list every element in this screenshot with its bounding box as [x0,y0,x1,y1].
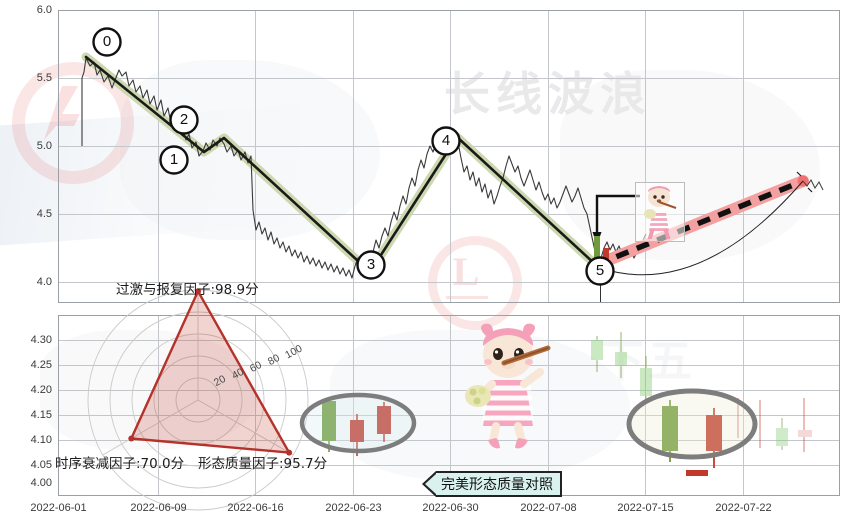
y-tick-upper: 4.5 [36,208,52,220]
factor-label-bottom-left: 时序衰减因子:70.0分 [55,456,185,472]
left-pattern-highlight [299,392,417,454]
candlestick-series [322,332,812,476]
wave-label-2: 2 [179,111,189,128]
y-tick-upper: 4.0 [36,276,52,288]
y-tick-lower: 4.15 [30,409,52,421]
upper-panel-grid [58,10,840,303]
lower-panel-grid [58,315,840,496]
wave-label-5: 5 [595,262,605,279]
x-tick-date: 2022-07-22 [715,502,772,514]
candle-right-2 [706,408,722,468]
y-tick-lower: 4.05 [30,459,52,471]
candle-right-flat [686,470,708,476]
candle-right-1 [662,400,678,462]
mascot-illustration [460,322,556,454]
factor-label-bottom-right: 形态质量因子:95.7分 [198,456,328,472]
y-tick-lower: 4.00 [30,477,52,489]
wave-label-3: 3 [366,256,376,273]
callout-arrow-inner [425,474,436,494]
forecast-line-group [590,171,813,271]
pattern-comparison-callout[interactable]: 完美形态质量对照 [422,471,562,497]
forecast-dashes [594,178,805,268]
mascot-small-icon [644,186,677,240]
candle-left-3 [377,402,391,442]
y-tick-upper: 5.0 [36,140,52,152]
candle-left-1 [322,398,336,452]
y-tick-upper: 6.0 [36,4,52,16]
pattern-quality-radar [87,288,309,511]
wave-point-markers [92,27,615,286]
candle-faded-right [737,398,812,452]
wave-label-0: 0 [102,33,112,50]
right-pattern-highlight [626,388,758,460]
x-tick-date: 2022-06-09 [130,502,187,514]
callout-label: 完美形态质量对照 [436,471,562,497]
wave-label-4: 4 [441,132,451,149]
wave-label-1: 1 [169,151,179,168]
x-tick-date: 2022-07-08 [520,502,577,514]
y-tick-upper: 5.5 [36,72,52,84]
wave5-pointer-bracket [595,194,640,232]
y-tick-lower: 4.30 [30,334,52,346]
forecast-support-arc [599,180,804,276]
mascot-thumbnail-box [635,182,685,242]
price-tail-line [802,179,824,191]
factor-label-top: 过激与报复因子:98.9分 [116,282,259,298]
x-tick-date: 2022-06-30 [422,502,479,514]
y-tick-lower: 4.25 [30,359,52,371]
x-tick-date: 2022-06-01 [30,502,87,514]
x-tick-date: 2022-07-15 [617,502,674,514]
candle-faded-group [591,332,652,400]
elliott-wave-zigzag [84,55,598,274]
y-tick-lower: 4.20 [30,384,52,396]
x-tick-date: 2022-06-23 [325,502,382,514]
x-tick-date: 2022-06-16 [227,502,284,514]
y-tick-lower: 4.10 [30,434,52,446]
